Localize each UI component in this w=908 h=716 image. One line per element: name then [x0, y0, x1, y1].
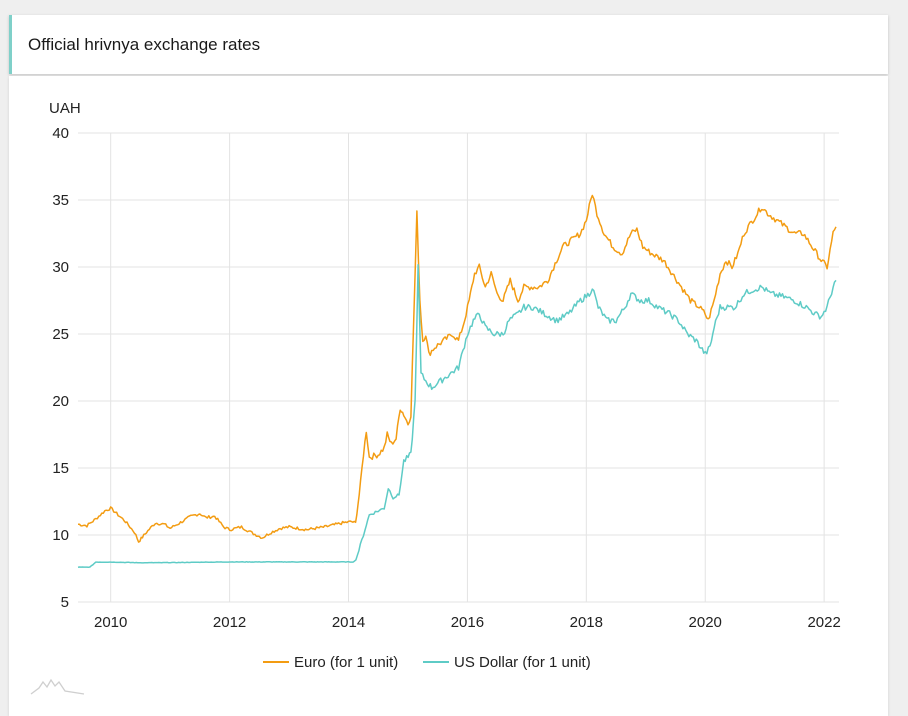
- y-tick-label: 20: [52, 393, 69, 410]
- y-tick-label: 15: [52, 460, 69, 477]
- y-tick-label: 30: [52, 259, 69, 276]
- x-tick-label: 2022: [807, 614, 840, 631]
- legend-item-euro[interactable]: Euro (for 1 unit): [263, 654, 398, 671]
- y-axis-ticks: 40 35 30 25 20 15 10 5: [52, 125, 69, 611]
- legend-item-usd[interactable]: US Dollar (for 1 unit): [423, 654, 591, 671]
- x-tick-label: 2014: [332, 614, 365, 631]
- x-tick-label: 2010: [94, 614, 127, 631]
- chart-series: [77, 194, 837, 569]
- y-tick-label: 10: [52, 527, 69, 544]
- x-tick-label: 2012: [213, 614, 246, 631]
- chart-legend[interactable]: Euro (for 1 unit) US Dollar (for 1 unit): [263, 654, 591, 671]
- y-axis-unit-label: UAH: [49, 100, 81, 117]
- exchange-rate-chart: UAH 40 35 30 25 20 15 10 5 2010 2012 2014 2016 2018…: [30, 100, 841, 695]
- chart-header: Official hrivnya exchange rates: [9, 15, 888, 74]
- y-tick-label: 40: [52, 125, 69, 142]
- chart-grid: [78, 132, 839, 603]
- chart-panel: UAH 40 35 30 25 20 15 10 5 2010 2012 2014 2016 2018…: [9, 76, 888, 716]
- x-axis-ticks: 2010 2012 2014 2016 2018 2020 2022: [94, 614, 841, 631]
- x-tick-label: 2020: [689, 614, 722, 631]
- x-tick-label: 2016: [451, 614, 484, 631]
- chart-watermark-icon: [30, 678, 85, 695]
- usd-series-line: [77, 263, 837, 569]
- y-tick-label: 5: [61, 594, 69, 611]
- x-tick-label: 2018: [570, 614, 603, 631]
- y-tick-label: 35: [52, 192, 69, 209]
- y-tick-label: 25: [52, 326, 69, 343]
- legend-label: Euro (for 1 unit): [294, 654, 398, 671]
- euro-series-line: [78, 194, 837, 543]
- legend-label: US Dollar (for 1 unit): [454, 654, 591, 671]
- chart-title: Official hrivnya exchange rates: [28, 35, 261, 54]
